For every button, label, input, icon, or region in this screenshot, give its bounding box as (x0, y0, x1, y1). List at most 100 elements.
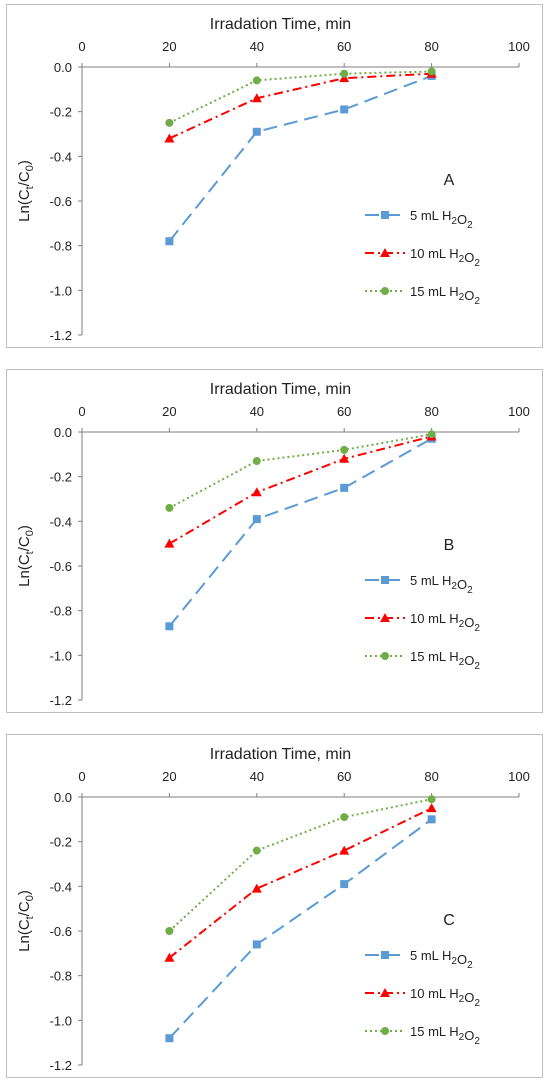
data-point (252, 457, 261, 466)
legend-marker (381, 951, 389, 959)
y-axis-title: Ln(Ct/C0) (16, 890, 36, 952)
data-point (340, 445, 349, 454)
data-point (165, 503, 174, 512)
panel-label: A (444, 172, 455, 189)
legend-marker (380, 248, 390, 257)
data-point (427, 795, 436, 804)
data-point (165, 1034, 174, 1043)
legend: 5 mL H2O2 10 mL H2O2 15 mL H2O2 (365, 948, 480, 1047)
x-tick-label: 80 (424, 769, 438, 784)
x-tick-label: 20 (162, 404, 176, 419)
y-tick-label: -1.2 (50, 328, 72, 343)
y-tick-label: -1.2 (50, 1058, 72, 1073)
x-axis-title: Irradation Time, min (210, 381, 351, 398)
legend: 5 mL H2O2 10 mL H2O2 15 mL H2O2 (365, 573, 480, 672)
data-point (165, 118, 174, 127)
chart-panel-b: Irradation Time, min Ln(Ct/C0) 0 20 40 60 80 10… (6, 369, 543, 713)
series-line-1 (168, 74, 432, 242)
y-tick-label: -0.8 (50, 239, 72, 254)
data-point (427, 67, 436, 76)
panel-label: C (443, 912, 455, 929)
y-tick-label: -0.8 (50, 969, 72, 984)
data-point (252, 127, 261, 136)
series-line-2 (168, 435, 432, 545)
data-point (164, 952, 175, 962)
chart-panel-c: Irradation Time, min Ln(Ct/C0) 0 20 40 60 80 10… (6, 734, 543, 1078)
chart-svg: Irradation Time, min Ln(Ct/C0) 0 20 40 60 80 10… (16, 16, 530, 343)
data-point (252, 846, 261, 855)
series-line-3 (168, 70, 432, 124)
y-tick-label: -0.4 (50, 879, 72, 894)
x-tick-label: 20 (162, 39, 176, 54)
data-point (165, 927, 174, 935)
x-axis-title: Irradation Time, min (210, 746, 351, 763)
legend-marker (380, 988, 390, 997)
legend-label: 15 mL H2O2 (410, 649, 480, 672)
data-point (340, 880, 349, 889)
data-point (427, 430, 436, 439)
y-tick-label: -1.2 (50, 693, 72, 708)
y-tick-label: -1.0 (50, 283, 72, 298)
data-point (340, 69, 349, 78)
data-point (164, 538, 175, 548)
y-tick-label: -0.4 (50, 149, 72, 164)
y-tick-label: 0.0 (54, 425, 72, 440)
legend-label: 15 mL H2O2 (410, 1024, 480, 1047)
x-tick-label: 80 (424, 39, 438, 54)
y-axis-title: Ln(Ct/C0) (16, 160, 36, 222)
chart-svg: Irradation Time, min Ln(Ct/C0) 0 20 40 60 80 10… (16, 381, 530, 708)
legend-label: 10 mL H2O2 (410, 986, 480, 1009)
legend-marker (381, 652, 389, 660)
data-point (251, 883, 262, 893)
series-line-3 (168, 433, 432, 509)
legend-label: 10 mL H2O2 (410, 246, 480, 269)
series-line-2 (168, 72, 432, 140)
x-tick-label: 100 (508, 39, 530, 54)
series-line-1 (168, 437, 433, 627)
data-point (340, 483, 349, 492)
x-tick-label: 100 (508, 404, 530, 419)
x-tick-label: 0 (78, 404, 85, 419)
legend: 5 mL H2O2 10 mL H2O2 15 mL H2O2 (365, 208, 480, 307)
data-point (340, 105, 349, 114)
data-point (251, 93, 262, 103)
legend-marker (381, 576, 389, 584)
y-tick-label: -1.0 (50, 1013, 72, 1028)
y-tick-label: 0.0 (54, 60, 72, 75)
x-tick-label: 60 (337, 404, 351, 419)
data-point (165, 622, 174, 631)
y-tick-label: -0.2 (50, 470, 72, 485)
y-tick-label: 0.0 (54, 790, 72, 805)
chart-panel-a: Irradation Time, min Ln(Ct/C0) 0 20 40 60 80 10… (6, 4, 543, 348)
legend-label: 10 mL H2O2 (410, 611, 480, 634)
legend-label: 5 mL H2O2 (410, 573, 473, 596)
legend-marker (381, 211, 389, 219)
x-tick-label: 0 (78, 769, 85, 784)
panel-label: B (444, 537, 455, 554)
y-tick-label: -0.2 (50, 835, 72, 850)
x-axis-title: Irradation Time, min (210, 16, 351, 33)
legend-marker (381, 1027, 389, 1035)
series-line-1 (168, 818, 433, 1039)
data-point (164, 133, 175, 143)
data-point (252, 940, 261, 949)
x-tick-label: 60 (337, 39, 351, 54)
x-tick-label: 100 (508, 769, 530, 784)
series-line-3 (168, 798, 432, 932)
data-point (427, 815, 436, 824)
y-tick-label: -0.6 (50, 924, 72, 939)
legend-label: 15 mL H2O2 (410, 284, 480, 307)
data-point (252, 76, 261, 85)
data-point (251, 487, 262, 497)
data-point (165, 237, 174, 246)
x-tick-label: 80 (424, 404, 438, 419)
y-tick-label: -0.8 (50, 604, 72, 619)
data-point (340, 813, 349, 822)
legend-label: 5 mL H2O2 (410, 208, 473, 231)
x-tick-label: 20 (162, 769, 176, 784)
y-tick-label: -0.6 (50, 559, 72, 574)
data-point (339, 453, 350, 463)
legend-marker (380, 613, 390, 622)
x-tick-label: 40 (250, 39, 264, 54)
x-tick-label: 40 (250, 769, 264, 784)
